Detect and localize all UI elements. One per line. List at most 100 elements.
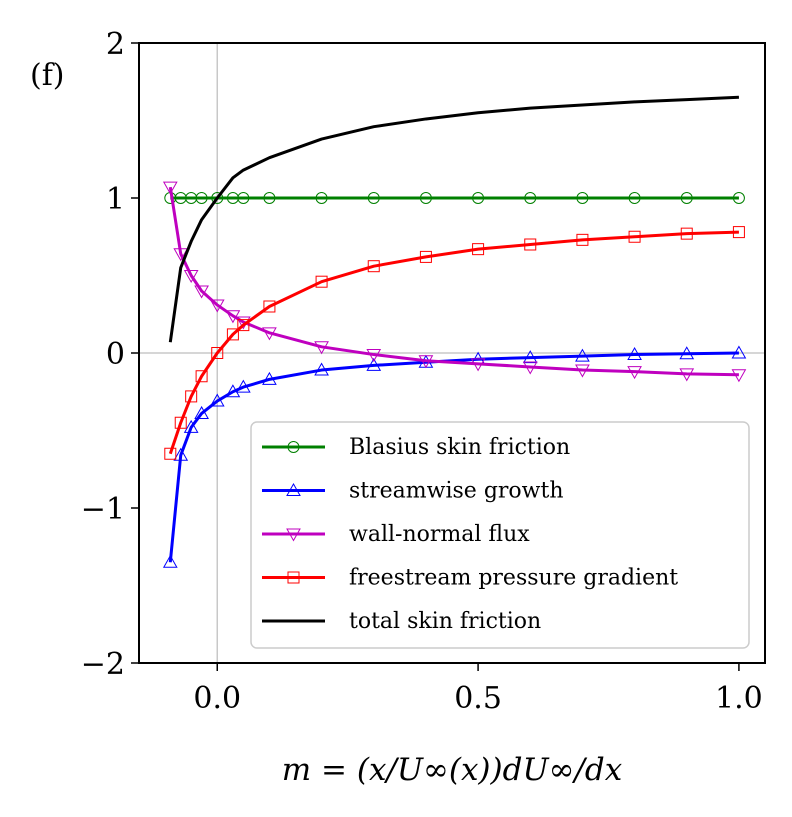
data-point [575, 348, 590, 362]
data-point [263, 300, 276, 313]
data-point [174, 192, 187, 204]
data-point [262, 327, 277, 341]
data-point [576, 192, 589, 204]
data-point [576, 233, 589, 246]
data-point [183, 270, 199, 284]
data-point [211, 347, 224, 359]
data-point [237, 319, 250, 332]
data-point [679, 368, 695, 382]
data-point [174, 416, 187, 429]
series-4 [168, 95, 739, 343]
legend-item: freestream pressure gradient [262, 566, 678, 591]
data-point [262, 371, 277, 385]
data-point [237, 192, 250, 204]
legend-item: streamwise growth [262, 479, 564, 504]
data-point [162, 181, 178, 195]
x-tick-label: 0.5 [454, 681, 502, 716]
legend-marker [287, 571, 300, 584]
data-point [419, 250, 432, 263]
data-point [732, 226, 745, 239]
legend-box [250, 421, 750, 649]
data-point [226, 192, 239, 204]
panel-label: (f) [30, 58, 65, 93]
data-point [315, 192, 328, 204]
data-point [164, 447, 177, 460]
data-point [522, 361, 538, 375]
data-point [183, 419, 199, 433]
data-point [315, 275, 328, 288]
data-point [209, 393, 225, 407]
data-point [627, 366, 642, 380]
data-point [366, 357, 382, 371]
legend-marker [286, 482, 301, 496]
data-point [211, 192, 224, 204]
y-axis: −2 −1 0 1 2 [81, 27, 139, 682]
legend-label: Blasius skin friction [349, 435, 570, 460]
data-point [680, 192, 693, 204]
data-point [226, 328, 239, 341]
legend-item: wall-normal flux [262, 522, 530, 547]
legend-marker [286, 528, 301, 542]
series-0 [164, 192, 745, 204]
data-point [194, 285, 209, 299]
data-point [225, 384, 241, 398]
y-tick-label: 1 [106, 182, 125, 217]
x-axis-label: m = (x/U∞(x))dU∞/dx [282, 752, 623, 788]
legend-label: wall-normal flux [349, 522, 530, 547]
y-tick-label: 0 [106, 337, 125, 372]
data-point [472, 192, 485, 204]
data-point [524, 238, 537, 251]
data-point [195, 192, 208, 204]
series-line [168, 95, 739, 343]
series-3 [164, 226, 745, 460]
y-tick-label: 2 [106, 27, 125, 62]
legend-item: Blasius skin friction [262, 435, 570, 460]
x-tick-label: 0.0 [193, 681, 241, 716]
data-point [185, 390, 198, 403]
series-layer [162, 95, 747, 568]
legend-label: freestream pressure gradient [349, 566, 678, 591]
series-line [168, 230, 739, 455]
data-point [628, 230, 641, 243]
data-point [680, 227, 693, 240]
x-axis: 0.0 0.5 1.0 [193, 663, 763, 716]
legend-marker [287, 441, 300, 453]
legend: Blasius skin friction streamwise growth wa… [250, 421, 750, 649]
data-point [731, 345, 747, 359]
data-point [162, 554, 178, 568]
data-point [367, 260, 380, 273]
x-tick-label: 1.0 [715, 681, 763, 716]
data-point [173, 447, 189, 461]
data-point [314, 362, 329, 376]
data-point [235, 379, 251, 393]
data-point [732, 192, 745, 204]
y-tick-label: −2 [81, 647, 125, 682]
data-point [366, 349, 382, 363]
data-point [575, 364, 590, 378]
data-point [679, 346, 695, 360]
data-point [209, 299, 225, 313]
data-point [524, 192, 537, 204]
data-point [367, 192, 380, 204]
data-point [627, 347, 642, 361]
data-point [731, 369, 747, 383]
series-2 [162, 181, 747, 383]
data-point [185, 192, 198, 204]
data-point [263, 192, 276, 204]
data-point [522, 350, 538, 364]
data-point [470, 358, 486, 372]
y-tick-label: −1 [81, 492, 125, 527]
data-point [419, 192, 432, 204]
data-point [195, 370, 208, 383]
data-point [628, 192, 641, 204]
data-point [472, 243, 485, 256]
data-point [194, 405, 209, 419]
data-point [173, 248, 189, 262]
legend-label: streamwise growth [349, 479, 564, 504]
data-point [314, 341, 329, 355]
legend-label: total skin friction [349, 609, 541, 634]
legend-item: total skin friction [262, 609, 541, 634]
data-point [418, 355, 434, 369]
